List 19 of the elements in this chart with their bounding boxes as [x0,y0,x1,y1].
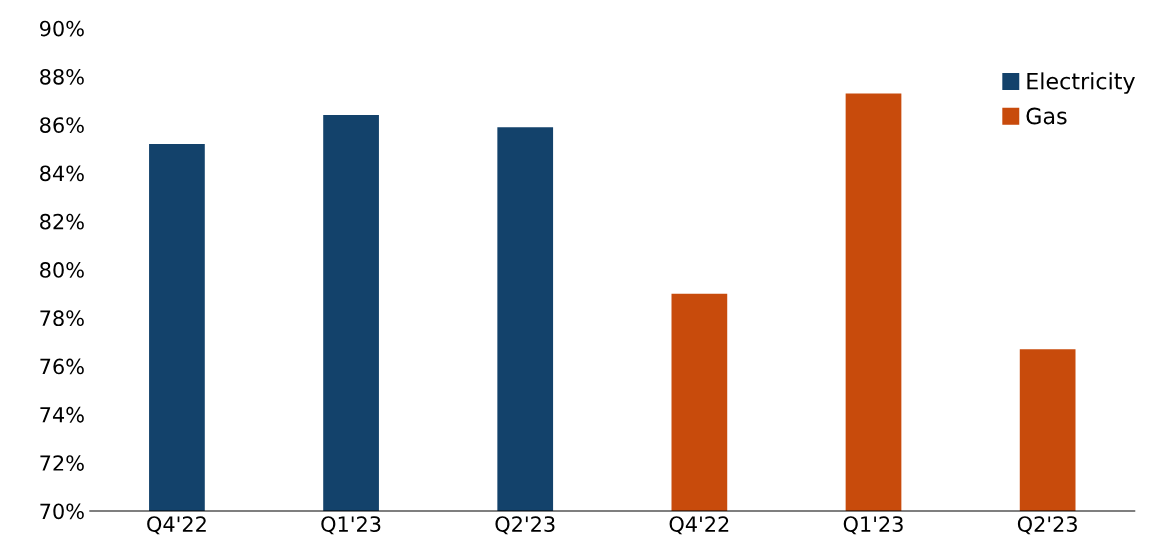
y-tick-label: 82% [40,213,84,230]
y-tick-label: 74% [40,406,84,423]
y-tick-label: 72% [40,455,84,471]
x-tick-label: Q2'23 [495,516,555,535]
y-tick-label: 76% [40,358,84,375]
x-tick-label: Q4'22 [669,516,729,535]
x-tick-label: Q4'22 [147,516,206,535]
y-tick-label: 78% [40,310,84,327]
x-tick-label: Q2'23 [1017,516,1077,535]
y-tick-label: 70% [40,503,84,520]
x-tick-label: Q1'23 [843,516,903,535]
y-tick-label: 84% [40,165,84,182]
legend-label: Electricity [1027,72,1135,94]
y-tick-label: 90% [40,20,84,37]
x-tick-label: Q1'23 [321,516,381,535]
legend-label: Gas [1026,107,1067,125]
y-tick-label: 86% [40,117,84,133]
y-tick-label: 88% [40,68,84,85]
y-tick-label: 80% [40,262,84,278]
